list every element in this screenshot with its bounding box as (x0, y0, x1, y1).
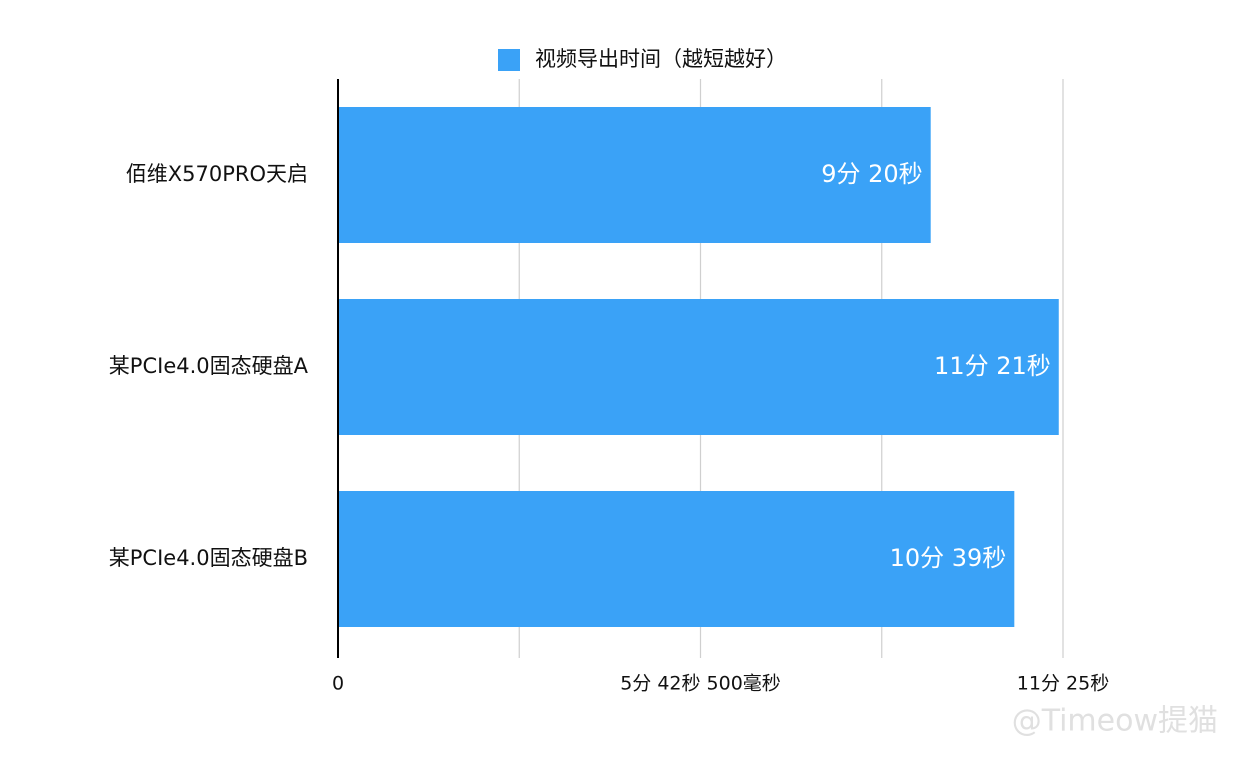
bar (338, 299, 1059, 435)
x-tick-label: 5分 42秒 500毫秒 (620, 673, 781, 695)
legend-swatch (498, 49, 520, 71)
y-tick-label: 某PCIe4.0固态硬盘A (109, 354, 309, 378)
bar (338, 491, 1015, 627)
legend-label: 视频导出时间（越短越好） (535, 47, 787, 71)
y-tick-label: 某PCIe4.0固态硬盘B (109, 546, 308, 570)
watermark: @Timeow提猫 (1012, 704, 1218, 739)
value-label: 10分 39秒 (890, 544, 1007, 572)
value-label: 9分 20秒 (821, 160, 922, 188)
y-tick-label: 佰维X570PRO天启 (126, 162, 308, 186)
value-label: 11分 21秒 (934, 352, 1051, 380)
bar (338, 107, 931, 243)
x-tick-label: 0 (332, 673, 344, 695)
x-tick-label: 11分 25秒 (1017, 673, 1109, 695)
